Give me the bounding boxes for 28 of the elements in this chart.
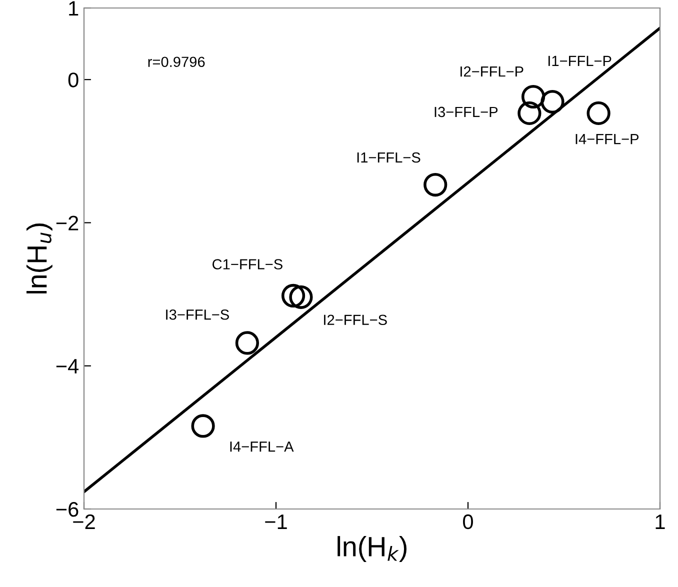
point <box>518 101 542 126</box>
annotation: I1−FFL−S <box>357 152 420 163</box>
y-axis-title: ln(H$_{u}$) <box>26 224 52 294</box>
annotation: I1−FFL−P <box>548 56 612 66</box>
annotation: I3−FFL−S <box>166 309 229 320</box>
x-tick-label: −1 <box>265 514 287 529</box>
y-tick-label: −2 <box>56 216 78 230</box>
annotation: C1−FFL−S <box>212 259 282 270</box>
point <box>521 84 546 109</box>
point <box>235 331 260 355</box>
point <box>281 284 306 308</box>
x-tick-label: 0 <box>463 514 473 530</box>
x-tick-label: 1 <box>656 514 665 529</box>
y-tick-label: 1 <box>69 1 78 16</box>
annotation: I2−FFL−S <box>324 314 387 326</box>
annotation: I4−FFL−P <box>576 134 639 144</box>
annotation: I2−FFL−P <box>460 66 524 77</box>
x-axis-title: ln(H$_{k}$) <box>338 536 406 562</box>
point <box>191 414 215 438</box>
y-tick-label: −4 <box>56 359 79 374</box>
annotation: I3−FFL−P <box>434 106 498 118</box>
point <box>424 172 448 197</box>
point <box>540 90 564 114</box>
point <box>289 285 313 309</box>
annotation: I4−FFL−A <box>230 442 294 452</box>
annotation: r=0.9796 <box>148 56 205 68</box>
point <box>586 101 610 126</box>
y-tick-label: 0 <box>68 72 78 88</box>
